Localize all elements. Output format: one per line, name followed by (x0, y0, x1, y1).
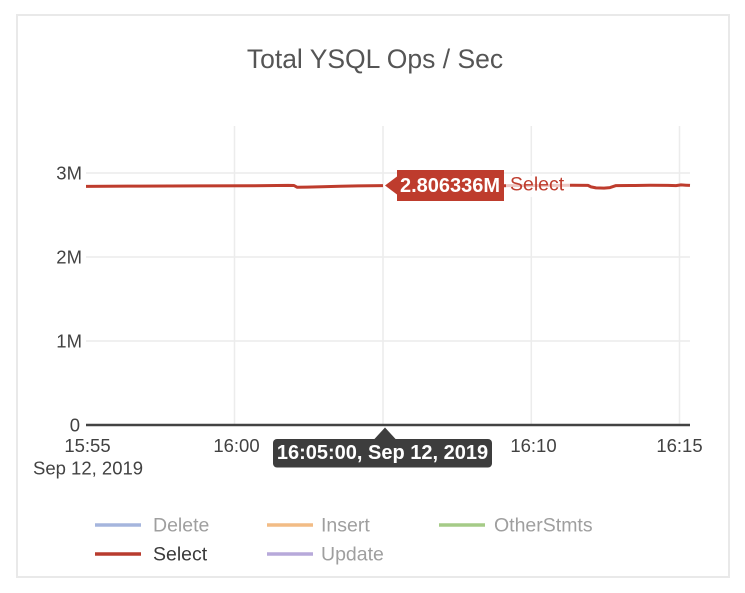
svg-text:15:55: 15:55 (64, 435, 110, 456)
svg-text:2M: 2M (56, 247, 82, 268)
svg-text:Delete: Delete (153, 515, 209, 537)
svg-text:3M: 3M (56, 163, 82, 184)
svg-text:16:10: 16:10 (510, 435, 556, 456)
svg-text:Update: Update (321, 544, 384, 566)
svg-text:Insert: Insert (321, 515, 370, 537)
svg-text:16:05:00, Sep 12, 2019: 16:05:00, Sep 12, 2019 (277, 442, 488, 464)
svg-text:16:00: 16:00 (213, 435, 259, 456)
svg-text:Select: Select (510, 174, 565, 196)
svg-text:Total YSQL Ops / Sec: Total YSQL Ops / Sec (247, 44, 503, 74)
svg-text:16:15: 16:15 (656, 435, 702, 456)
svg-text:Sep 12, 2019: Sep 12, 2019 (33, 458, 143, 479)
svg-text:0: 0 (70, 415, 80, 436)
svg-text:OtherStmts: OtherStmts (494, 515, 593, 537)
svg-text:1M: 1M (56, 331, 82, 352)
svg-text:2.806336M: 2.806336M (400, 175, 500, 197)
svg-text:Select: Select (153, 544, 208, 566)
